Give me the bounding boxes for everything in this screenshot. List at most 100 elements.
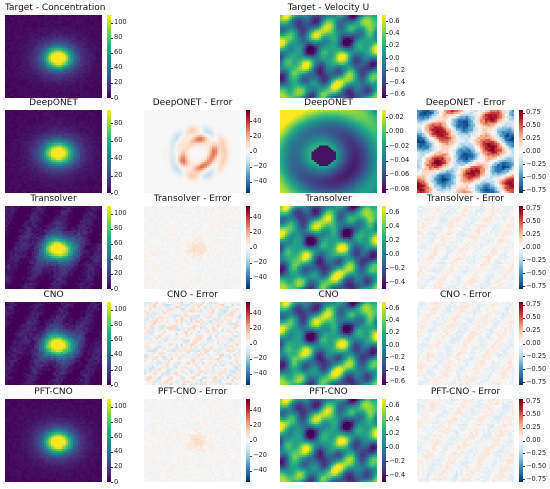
- colorbar-tick-label: 60: [114, 240, 122, 247]
- colorbar-tick-mark: [386, 82, 388, 84]
- colorbar-tick-mark: [523, 466, 525, 468]
- colorbar-tick-label: 40: [114, 351, 122, 358]
- colorbar-tick-label: −40: [253, 467, 267, 474]
- colorbar-tick-label: −40: [253, 274, 267, 281]
- colorbar-tick-label: 0: [253, 340, 257, 347]
- colorbar-tick-label: −0.25: [526, 449, 546, 457]
- colorbar-tick-label: −40: [253, 178, 267, 185]
- colorbar-tick-label: −0.25: [526, 160, 546, 168]
- colorbar-tick-label: 0.2: [389, 329, 400, 336]
- colorbar-tick-mark: [250, 328, 252, 330]
- colorbar-tick-mark: [523, 247, 525, 249]
- colorbar-tick-label: 40: [253, 213, 261, 221]
- colorbar-tick-label: 0.50: [526, 314, 541, 321]
- colorbar-tick-label: −0.02: [389, 142, 409, 150]
- panel-title: PFT-CNO: [280, 387, 377, 397]
- colorbar-tick-label: 0.4: [389, 416, 400, 423]
- colorbar-tick-label: −0.4: [389, 366, 405, 373]
- colorbar-tick-mark: [523, 304, 525, 306]
- colorbar-tick-label: −0.75: [526, 186, 546, 194]
- colorbar-tick-mark: [386, 174, 388, 176]
- colorbar-tick-label: −0.2: [389, 264, 405, 272]
- colorbar-tick-label: 0: [114, 94, 118, 102]
- colorbar-tick-label: −0.75: [526, 475, 546, 483]
- colorbar-tick-label: 0: [114, 285, 118, 293]
- colorbar-tick-label: 0: [114, 478, 118, 486]
- colorbar-tick-label: 20: [114, 366, 122, 373]
- panel-title: DeepONET - Error: [144, 98, 241, 108]
- colorbar-tick-label: −0.25: [526, 256, 546, 264]
- colorbar-tick-mark: [250, 470, 252, 472]
- colorbar-tick-label: 40: [114, 64, 122, 71]
- colorbar-tick-mark: [111, 289, 113, 290]
- colorbar-tick-label: 20: [253, 324, 261, 332]
- colorbar-tick-mark: [523, 190, 525, 192]
- colorbar-tick-label: −20: [253, 163, 267, 170]
- colorbar-tick-mark: [250, 166, 252, 168]
- colorbar-tick-label: 0.25: [526, 135, 541, 142]
- colorbar-tick-label: 20: [114, 270, 122, 277]
- colorbar-tick-mark: [386, 405, 388, 407]
- colorbar: [382, 110, 386, 193]
- colorbar: [382, 15, 386, 98]
- colorbar-tick-label: 40: [253, 406, 261, 414]
- colorbar-tick-label: 0.4: [389, 223, 400, 230]
- panel-title: DeepONET: [280, 98, 377, 108]
- colorbar-tick-mark: [386, 369, 388, 371]
- colorbar-tick-mark: [111, 175, 113, 177]
- velocity-heatmap: [280, 399, 377, 482]
- colorbar-tick-mark: [250, 262, 252, 264]
- colorbar-tick-mark: [386, 45, 388, 47]
- colorbar-tick-label: 0.00: [526, 148, 541, 155]
- colorbar-tick-mark: [111, 451, 113, 453]
- colorbar: [382, 206, 386, 289]
- colorbar-tick-label: −0.4: [389, 471, 405, 479]
- colorbar-tick-label: 40: [253, 309, 261, 317]
- colorbar-tick-label: 0: [253, 244, 257, 251]
- colorbar-tick-mark: [523, 286, 525, 288]
- colorbar-tick-mark: [386, 461, 388, 463]
- colorbar-tick-label: 20: [114, 463, 122, 470]
- colorbar-tick-mark: [111, 309, 113, 311]
- colorbar-tick-label: 80: [114, 418, 122, 425]
- colorbar: [246, 206, 250, 289]
- concentration-heatmap: [5, 206, 102, 289]
- colorbar-tick-mark: [111, 98, 113, 99]
- colorbar-tick-label: 0.02: [389, 113, 404, 121]
- colorbar-tick-mark: [523, 414, 525, 416]
- colorbar-tick-mark: [111, 466, 113, 468]
- colorbar-tick-label: 0.50: [526, 122, 541, 129]
- velocity-heatmap: [280, 15, 377, 98]
- colorbar-tick-mark: [523, 369, 525, 371]
- colorbar-tick-label: 0.75: [526, 109, 541, 116]
- colorbar-tick-label: −0.04: [389, 157, 409, 164]
- colorbar-tick-label: −0.4: [389, 278, 405, 286]
- colorbar-tick-label: −0.08: [389, 185, 409, 193]
- colorbar-tick-label: 20: [253, 132, 261, 140]
- colorbar-tick-mark: [386, 189, 388, 191]
- colorbar-tick-mark: [386, 282, 388, 284]
- colorbar-tick-mark: [111, 37, 113, 39]
- colorbar-tick-label: −0.2: [389, 353, 405, 361]
- colorbar-tick-mark: [111, 193, 113, 194]
- colorbar-tick-label: 40: [114, 255, 122, 262]
- colorbar-tick-mark: [250, 373, 252, 375]
- colorbar-tick-mark: [386, 131, 388, 133]
- colorbar-tick-mark: [386, 212, 388, 214]
- colorbar-tick-label: 0.4: [389, 316, 400, 324]
- colorbar: [107, 302, 111, 385]
- colorbar-tick-label: 80: [114, 321, 122, 328]
- colorbar-tick-mark: [523, 221, 525, 223]
- colorbar-tick-label: 0.50: [526, 218, 541, 225]
- colorbar-tick-mark: [111, 82, 113, 84]
- colorbar-tick-mark: [250, 358, 252, 360]
- conc-error-heatmap: [144, 206, 241, 289]
- colorbar-tick-mark: [111, 158, 113, 160]
- panel-title: CNO - Error: [144, 290, 241, 300]
- colorbar-tick-mark: [523, 112, 525, 114]
- colorbar: [382, 302, 386, 385]
- colorbar-tick-mark: [386, 320, 388, 322]
- colorbar-tick-label: −0.50: [526, 269, 546, 277]
- colorbar-tick-label: 0.00: [389, 128, 404, 135]
